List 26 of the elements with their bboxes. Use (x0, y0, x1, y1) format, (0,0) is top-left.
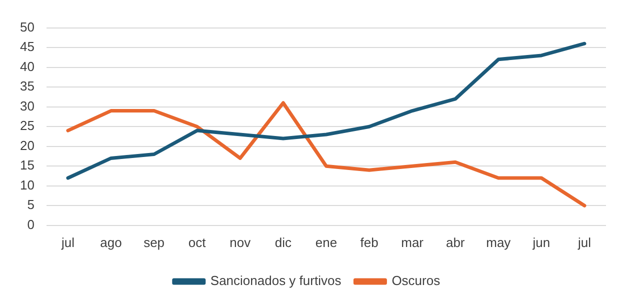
x-tick-label: jun (532, 234, 550, 250)
legend-label: Sancionados y furtivos (210, 273, 342, 288)
y-tick-label: 15 (20, 158, 34, 173)
y-tick-label: 25 (20, 118, 34, 134)
x-tick-label: sep (144, 234, 165, 250)
x-tick-label: oct (188, 234, 206, 250)
y-tick-label: 45 (20, 39, 34, 54)
x-tick-label: ago (100, 234, 122, 250)
x-tick-label: nov (230, 234, 252, 250)
x-tick-label: mar (401, 234, 424, 250)
y-tick-label: 30 (20, 98, 34, 114)
x-tick-label: feb (360, 234, 378, 250)
x-tick-label: may (486, 234, 512, 250)
y-tick-label: 0 (27, 216, 34, 232)
y-tick-label: 40 (20, 58, 34, 74)
x-tick-label: dic (274, 234, 292, 250)
y-tick-label: 35 (20, 78, 34, 94)
y-tick-label: 5 (27, 197, 34, 212)
x-tick-label: jul (60, 234, 75, 250)
x-tick-label: ene (315, 234, 338, 250)
y-tick-label: 10 (20, 177, 34, 192)
x-tick-label: abr (446, 234, 466, 250)
y-tick-label: 50 (20, 19, 34, 34)
y-tick-label: 20 (20, 138, 34, 153)
legend-label: Oscuros (392, 273, 441, 288)
x-tick-label: jul (576, 234, 592, 250)
